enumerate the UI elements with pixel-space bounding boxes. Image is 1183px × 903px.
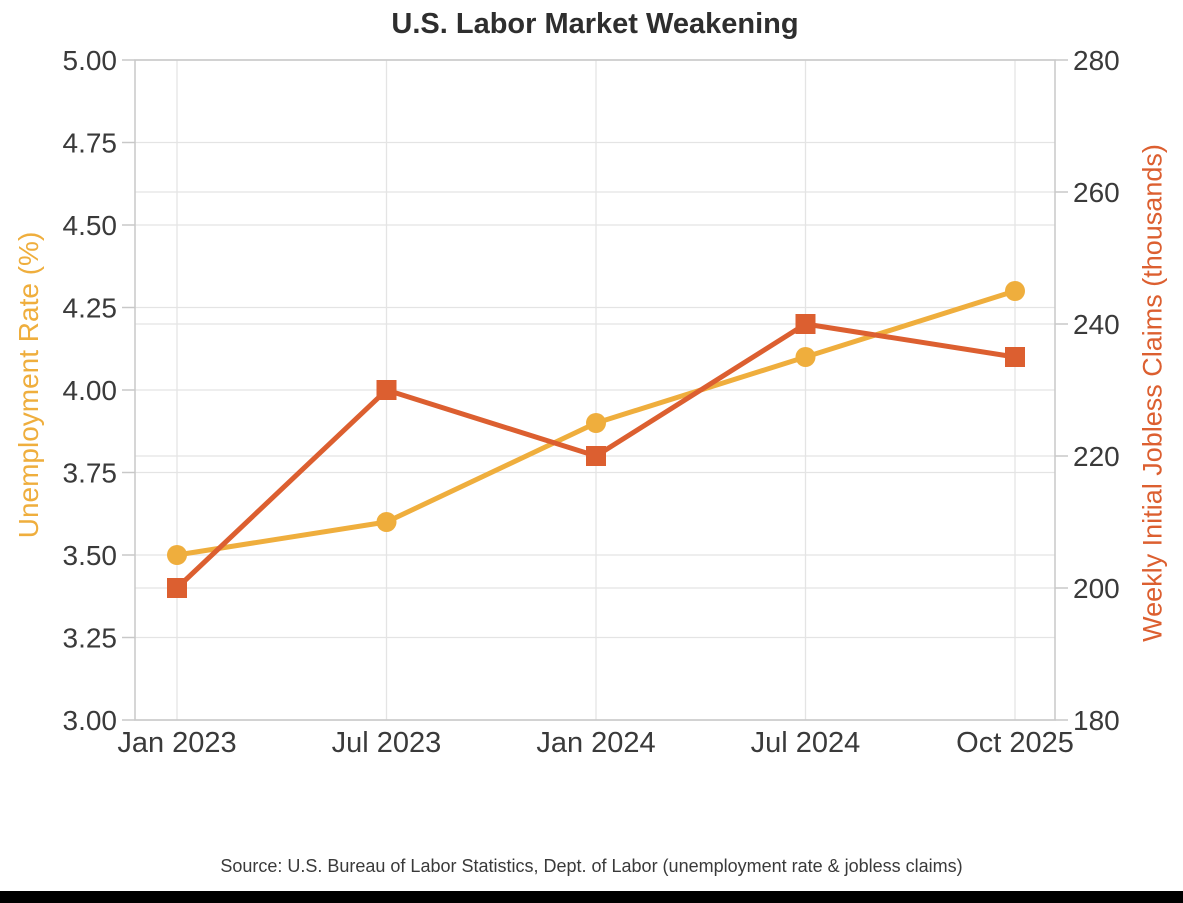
x-tick-label: Oct 2025 xyxy=(956,727,1074,759)
y-right-tick-label: 240 xyxy=(1073,309,1120,340)
y-left-tick-label: 3.50 xyxy=(63,540,118,571)
y-left-tick-label: 3.75 xyxy=(63,458,118,489)
series-marker-square xyxy=(586,446,606,466)
y-left-tick-label: 5.00 xyxy=(63,45,118,76)
series-marker-square xyxy=(167,578,187,598)
y-left-tick-label: 4.50 xyxy=(63,210,118,241)
y-right-tick-label: 180 xyxy=(1073,705,1120,736)
y-right-tick-label: 280 xyxy=(1073,45,1120,76)
x-tick-label: Jan 2024 xyxy=(536,727,655,759)
series-marker-circle xyxy=(167,545,187,565)
series-marker-square xyxy=(795,314,816,334)
y-left-tick-label: 4.25 xyxy=(63,293,118,324)
y-axis-right-title: Weekly Initial Jobless Claims (thousands… xyxy=(1137,144,1168,642)
bottom-black-bar xyxy=(0,891,1183,903)
y-left-tick-label: 3.00 xyxy=(63,705,118,736)
y-right-tick-label: 220 xyxy=(1073,441,1120,472)
y-left-tick-label: 3.25 xyxy=(63,623,118,654)
series-marker-square xyxy=(376,380,397,400)
x-tick-label: Jan 2023 xyxy=(117,727,236,759)
series-marker-square xyxy=(1005,347,1025,367)
y-right-tick-label: 260 xyxy=(1073,177,1120,208)
series-marker-circle xyxy=(795,347,816,367)
x-tick-label: Jul 2023 xyxy=(332,727,442,759)
x-tick-label: Jul 2024 xyxy=(751,727,861,759)
series-marker-circle xyxy=(376,512,397,532)
series-marker-circle xyxy=(1005,281,1025,301)
source-note: Source: U.S. Bureau of Labor Statistics,… xyxy=(220,856,963,876)
y-axis-left-title: Unemployment Rate (%) xyxy=(13,231,44,539)
y-left-tick-label: 4.75 xyxy=(63,128,118,159)
y-left-tick-label: 4.00 xyxy=(63,375,118,406)
series-marker-circle xyxy=(586,413,606,433)
y-right-tick-label: 200 xyxy=(1073,573,1120,604)
chart-title: U.S. Labor Market Weakening xyxy=(391,8,799,40)
